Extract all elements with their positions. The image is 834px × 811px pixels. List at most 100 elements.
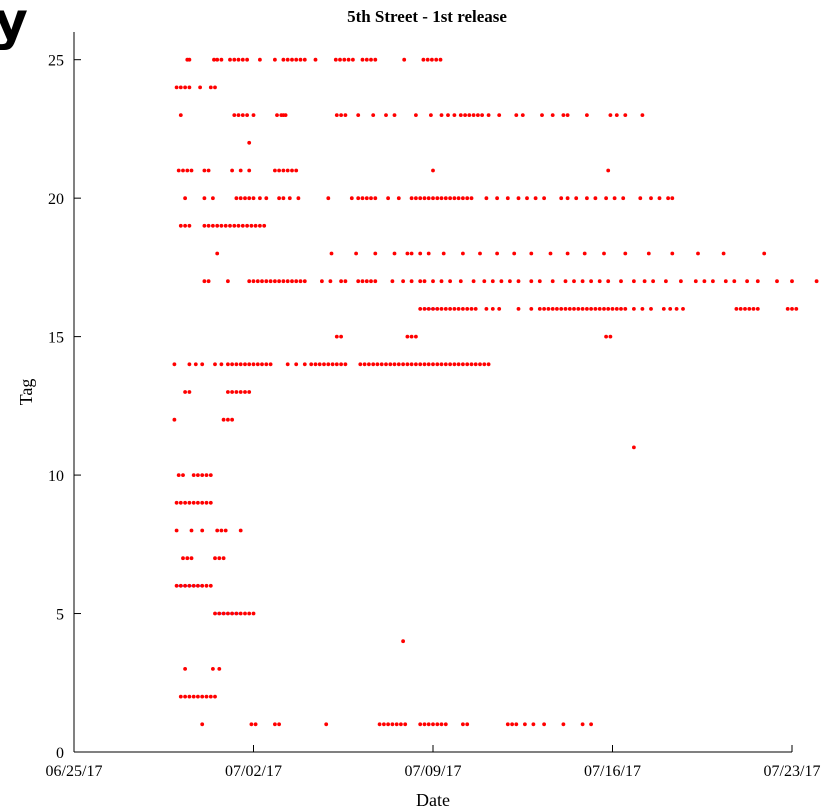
data-point <box>621 196 626 201</box>
data-point <box>550 307 555 311</box>
data-point <box>394 722 399 727</box>
data-point <box>512 251 517 256</box>
data-point <box>597 307 602 311</box>
data-point <box>386 196 390 201</box>
data-point <box>375 362 380 367</box>
data-point <box>589 722 593 727</box>
data-point <box>434 57 439 62</box>
data-point <box>425 57 430 62</box>
y-tick-label: 20 <box>48 191 64 208</box>
data-point <box>226 279 230 284</box>
data-point <box>204 583 209 588</box>
data-point <box>550 279 555 284</box>
data-point <box>277 722 281 727</box>
data-point <box>183 85 188 90</box>
data-point <box>490 279 495 284</box>
data-point <box>604 196 608 201</box>
data-point <box>456 196 461 201</box>
data-point <box>196 694 200 699</box>
data-point <box>208 85 213 90</box>
data-point <box>187 500 192 505</box>
data-point <box>367 362 371 367</box>
data-point <box>238 611 243 616</box>
data-point <box>401 639 405 644</box>
data-point <box>178 85 183 90</box>
data-point <box>396 362 401 367</box>
data-point <box>790 279 794 284</box>
data-point <box>343 279 348 284</box>
data-point <box>285 57 290 62</box>
data-point <box>181 168 185 173</box>
data-point <box>243 611 247 616</box>
data-point <box>670 251 675 256</box>
data-point <box>174 583 179 588</box>
data-point <box>264 279 269 284</box>
data-point <box>240 113 245 117</box>
data-point <box>245 223 250 228</box>
data-point <box>623 307 628 311</box>
data-point <box>738 307 743 311</box>
y-tick-label: 15 <box>48 330 64 347</box>
data-point <box>747 307 752 311</box>
data-point <box>230 362 235 367</box>
data-point <box>563 307 568 311</box>
data-point <box>693 279 698 284</box>
data-point <box>213 362 217 367</box>
data-point <box>529 307 534 311</box>
data-point <box>762 251 767 256</box>
data-point <box>448 362 452 367</box>
data-point <box>221 417 226 422</box>
data-point <box>593 196 598 201</box>
data-point <box>606 307 611 311</box>
y-axis-label: Tag <box>16 379 36 406</box>
data-point <box>755 307 760 311</box>
data-point <box>226 390 230 394</box>
data-point <box>458 113 463 117</box>
data-point <box>422 279 427 284</box>
data-point <box>446 113 450 117</box>
data-point <box>273 279 277 284</box>
data-point <box>178 223 183 228</box>
data-point <box>426 362 431 367</box>
data-point <box>349 196 354 201</box>
data-point <box>614 113 619 117</box>
data-point <box>497 307 502 311</box>
data-point <box>228 57 232 62</box>
data-point <box>461 196 465 201</box>
data-point <box>516 307 521 311</box>
data-point <box>245 57 250 62</box>
data-point <box>516 279 521 284</box>
data-point <box>219 528 224 533</box>
data-point <box>245 113 250 117</box>
data-point <box>721 251 726 256</box>
data-point <box>243 362 247 367</box>
data-point <box>369 279 373 284</box>
data-point <box>670 196 675 201</box>
data-point <box>661 307 666 311</box>
data-point <box>296 196 301 201</box>
data-point <box>294 279 299 284</box>
data-point <box>508 279 512 284</box>
data-point <box>215 528 220 533</box>
data-point <box>191 583 196 588</box>
data-point <box>467 113 472 117</box>
data-point <box>390 722 395 727</box>
data-point <box>448 196 452 201</box>
data-point <box>364 279 369 284</box>
data-point <box>516 196 521 201</box>
data-point <box>191 473 196 477</box>
data-point <box>495 251 499 256</box>
data-point <box>172 417 177 422</box>
data-point <box>452 113 457 117</box>
data-point <box>236 57 241 62</box>
data-point <box>221 556 226 561</box>
data-point <box>426 196 431 201</box>
data-point <box>593 307 598 311</box>
data-point <box>211 196 215 201</box>
y-tick-label: 25 <box>48 53 64 70</box>
data-point <box>480 113 484 117</box>
data-point <box>281 168 286 173</box>
data-point <box>236 223 241 228</box>
data-point <box>183 667 188 671</box>
data-point <box>525 196 529 201</box>
